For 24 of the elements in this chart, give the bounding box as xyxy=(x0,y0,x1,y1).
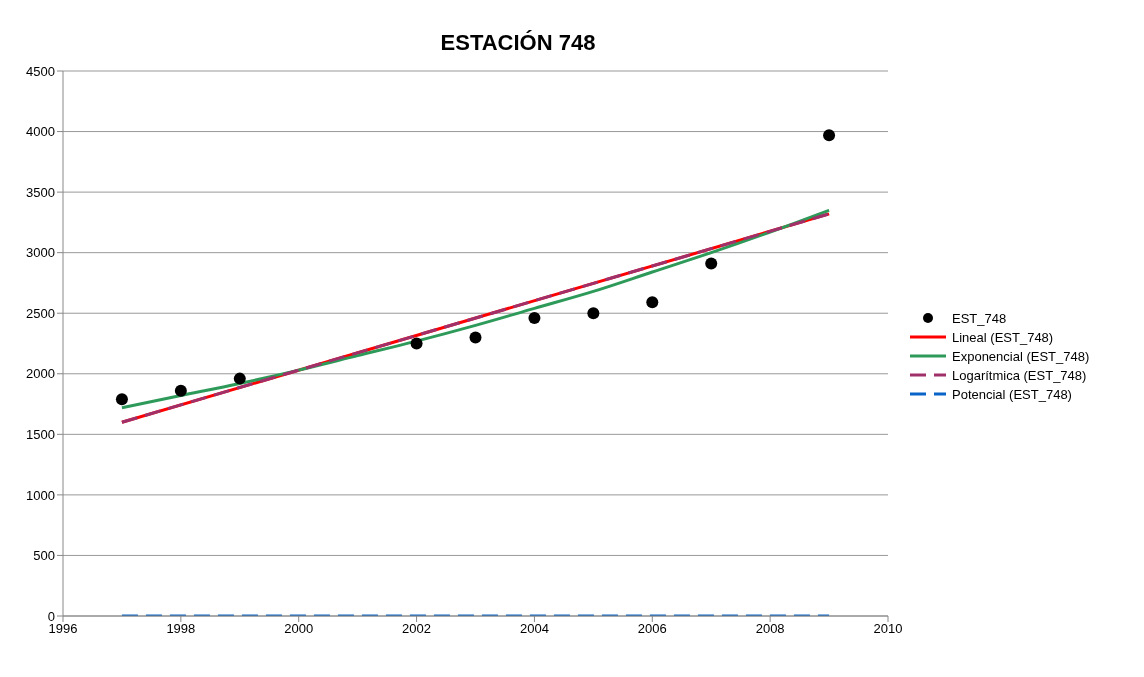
x-tick-label: 2006 xyxy=(637,621,667,637)
y-tick-label: 4500 xyxy=(26,63,55,79)
x-tick-label: 2004 xyxy=(519,621,549,637)
legend-label: Lineal (EST_748) xyxy=(952,329,1054,345)
legend-label: EST_748 xyxy=(952,310,1007,326)
y-tick-label: 1000 xyxy=(26,487,55,503)
legend-label: Exponencial (EST_748) xyxy=(952,348,1090,364)
y-tick-label: 3000 xyxy=(26,245,55,261)
x-tick-label: 2008 xyxy=(755,621,785,637)
chart-title: ESTACIÓN 748 xyxy=(439,29,597,56)
y-tick-label: 2500 xyxy=(26,305,55,321)
x-tick-label: 2002 xyxy=(402,621,432,637)
y-tick-label: 4000 xyxy=(26,124,55,140)
x-tick-label: 1996 xyxy=(48,621,78,637)
y-tick-label: 0 xyxy=(47,608,55,624)
x-tick-label: 2000 xyxy=(284,621,314,637)
y-tick-label: 1500 xyxy=(26,426,55,442)
x-tick-label: 2010 xyxy=(873,621,903,637)
legend-label: Logarítmica (EST_748) xyxy=(952,367,1087,383)
legend-label: Potencial (EST_748) xyxy=(952,386,1072,402)
x-tick-label: 1998 xyxy=(166,621,196,637)
y-tick-label: 3500 xyxy=(26,184,55,200)
y-tick-label: 500 xyxy=(33,548,55,564)
y-tick-label: 2000 xyxy=(26,366,55,382)
